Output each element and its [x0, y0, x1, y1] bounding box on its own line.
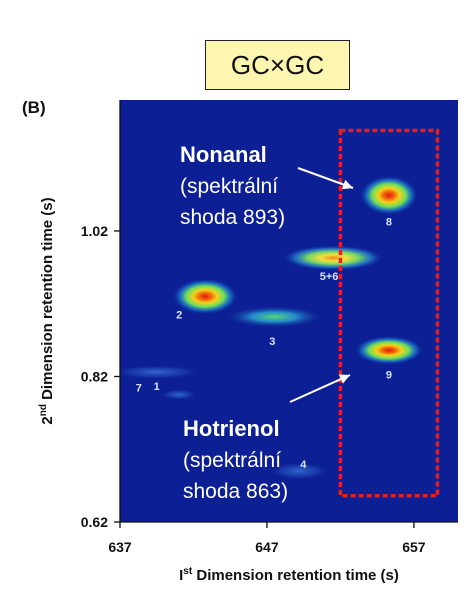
- peak-5-6: [281, 245, 385, 271]
- peak-4: [268, 461, 331, 481]
- y-axis-label: 2nd Dimension retention time (s): [38, 197, 56, 424]
- peak-label-7: 7: [136, 383, 142, 395]
- x-axis-label-sup: st: [183, 566, 193, 577]
- annotations: Nonanal (spektrální shoda 893) Hotrienol (sp…: [180, 142, 354, 503]
- peak-label-8: 8: [386, 216, 392, 228]
- peak-9: [354, 335, 424, 365]
- peak-2: [172, 278, 239, 315]
- x-axis-label-rest: Dimension retention time (s): [192, 567, 399, 584]
- annotation-arrow-line: [289, 374, 351, 403]
- x-tick-label: 637: [108, 539, 132, 555]
- panel-label: (B): [22, 98, 46, 117]
- y-axis-label-rest: Dimension retention time (s): [39, 197, 56, 404]
- x-axis-label: Ist Dimension retention time (s): [179, 566, 399, 584]
- peaks-layer: [120, 175, 424, 481]
- annotation-line-2: shoda 893): [180, 206, 285, 229]
- y-axis-label-sup: nd: [38, 404, 49, 416]
- highlight-box: [338, 128, 440, 498]
- peak-3: [224, 305, 324, 328]
- highlight-box-layer: [338, 128, 440, 498]
- peak-label-1: 1: [154, 381, 160, 393]
- annotation-arrow-head: [341, 179, 353, 190]
- peak-label-9: 9: [386, 369, 392, 381]
- y-tick-label: 0.82: [81, 368, 108, 384]
- annotation-line-1: (spektrální: [180, 175, 278, 198]
- axes: 637 647 657 0.62 0.82 1.02: [81, 100, 458, 555]
- peak-label-3: 3: [269, 336, 275, 348]
- peak-1: [120, 364, 203, 380]
- peak-label-2: 2: [176, 309, 182, 321]
- annotation-line-1: (spektrální: [183, 449, 281, 472]
- peak-labels: 1 2 3 4 5+6 7 8 9: [136, 216, 392, 471]
- x-tick-label: 647: [255, 539, 279, 555]
- x-axis-label-prefix: I: [179, 567, 183, 584]
- chart-title-box: GC×GC: [205, 40, 350, 90]
- annotation-title: Hotrienol: [183, 416, 280, 441]
- y-axis-label-prefix: 2: [39, 416, 56, 424]
- peak-label-4: 4: [300, 459, 307, 471]
- peak-8: [359, 175, 419, 216]
- peak-7: [160, 389, 198, 401]
- y-tick-label: 1.02: [81, 223, 108, 239]
- x-tick-label: 657: [402, 539, 426, 555]
- annotation-title: Nonanal: [180, 142, 267, 167]
- y-tick-label: 0.62: [81, 514, 108, 530]
- chart-title: GC×GC: [230, 49, 325, 80]
- peak-label-5-6: 5+6: [320, 271, 339, 283]
- annotation-arrow-head: [338, 374, 350, 384]
- annotation-line-2: shoda 863): [183, 480, 288, 503]
